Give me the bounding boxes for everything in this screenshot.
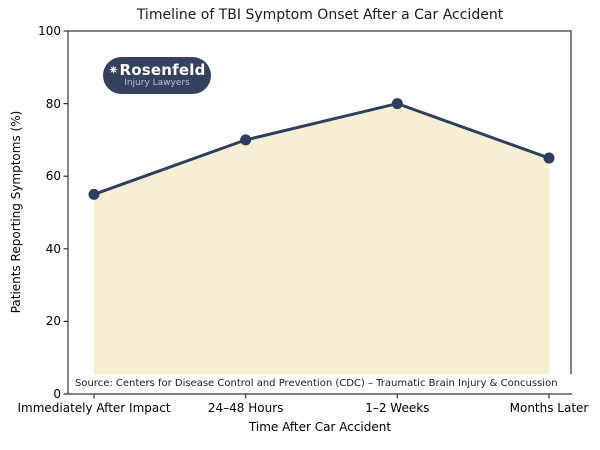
data-point	[543, 152, 555, 164]
y-tick-label: 20	[45, 314, 61, 329]
area-fill	[94, 103, 549, 394]
chart-title: Timeline of TBI Symptom Onset After a Ca…	[136, 7, 504, 23]
data-point	[240, 134, 252, 146]
x-tick-label: Immediately After Impact	[17, 401, 171, 415]
logo-name-row: ✷ Rosenfeld	[108, 60, 206, 79]
x-tick-label: Months Later	[509, 401, 589, 415]
data-point	[391, 98, 403, 110]
y-tick-label: 40	[45, 241, 61, 256]
x-tick-label: 1–2 Weeks	[365, 401, 430, 415]
source-note: Source: Centers for Disease Control and …	[70, 374, 577, 393]
x-axis-label: Time After Car Accident	[248, 420, 392, 434]
trend-line	[92, 102, 551, 196]
y-tick-label: 100	[38, 24, 61, 38]
logo-tagline: Injury Lawyers	[124, 77, 190, 88]
x-tick-label: 24–48 Hours	[207, 401, 284, 415]
data-point	[88, 188, 100, 200]
plot-border	[67, 30, 572, 395]
y-tick-label: 80	[45, 96, 61, 111]
y-tick-label: 0	[53, 387, 61, 401]
logo-badge: ✷ Rosenfeld Injury Lawyers	[103, 57, 211, 94]
logo-name: Rosenfeld	[119, 60, 206, 79]
y-axis-label: Patients Reporting Symptoms (%)	[9, 110, 23, 314]
y-tick-label: 60	[45, 169, 61, 184]
star-icon: ✷	[108, 63, 119, 78]
